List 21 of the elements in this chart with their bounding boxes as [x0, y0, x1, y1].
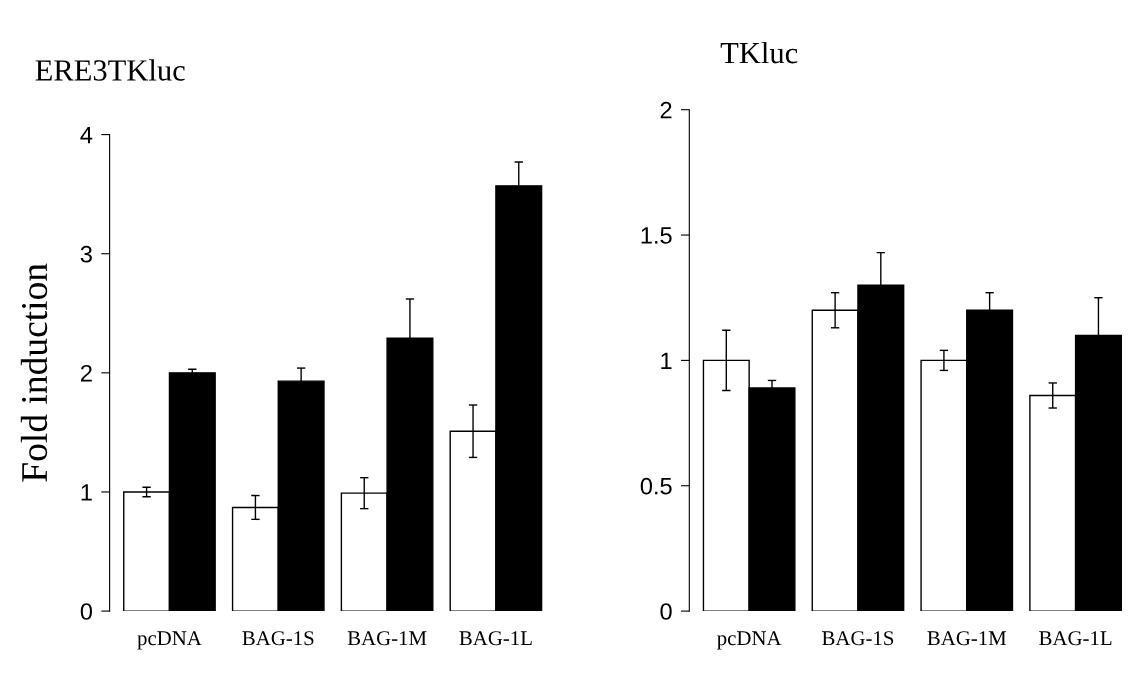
chart-title: TKluc: [720, 41, 798, 64]
x-tick-label: BAG-1M: [927, 631, 1007, 646]
y-tick-label: 1: [661, 352, 672, 369]
y-axis-title: Fold induction: [20, 263, 48, 482]
x-tick-label: BAG-1S: [822, 631, 894, 646]
x-tick-label: BAG-1L: [1039, 631, 1112, 646]
y-tick-label: 0: [80, 603, 93, 620]
y-tick-label: 0.5: [640, 477, 672, 495]
y-tick-label: 0: [660, 603, 672, 620]
x-tick-label: pcDNA: [717, 631, 782, 650]
x-tick-label: BAG-1L: [459, 631, 532, 646]
chart-title: ERE3TKluc: [35, 59, 185, 81]
y-tick-label: 2: [660, 101, 672, 119]
y-tick-label: 3: [80, 245, 92, 263]
x-tick-label: pcDNA: [137, 631, 202, 650]
y-tick-label: 2: [81, 364, 92, 382]
y-tick-label: 4: [80, 126, 93, 144]
x-tick-label: BAG-1S: [242, 631, 314, 646]
y-tick-label: 1.5: [641, 227, 672, 244]
x-tick-label: BAG-1M: [347, 631, 427, 646]
y-tick-label: 1: [81, 484, 92, 501]
